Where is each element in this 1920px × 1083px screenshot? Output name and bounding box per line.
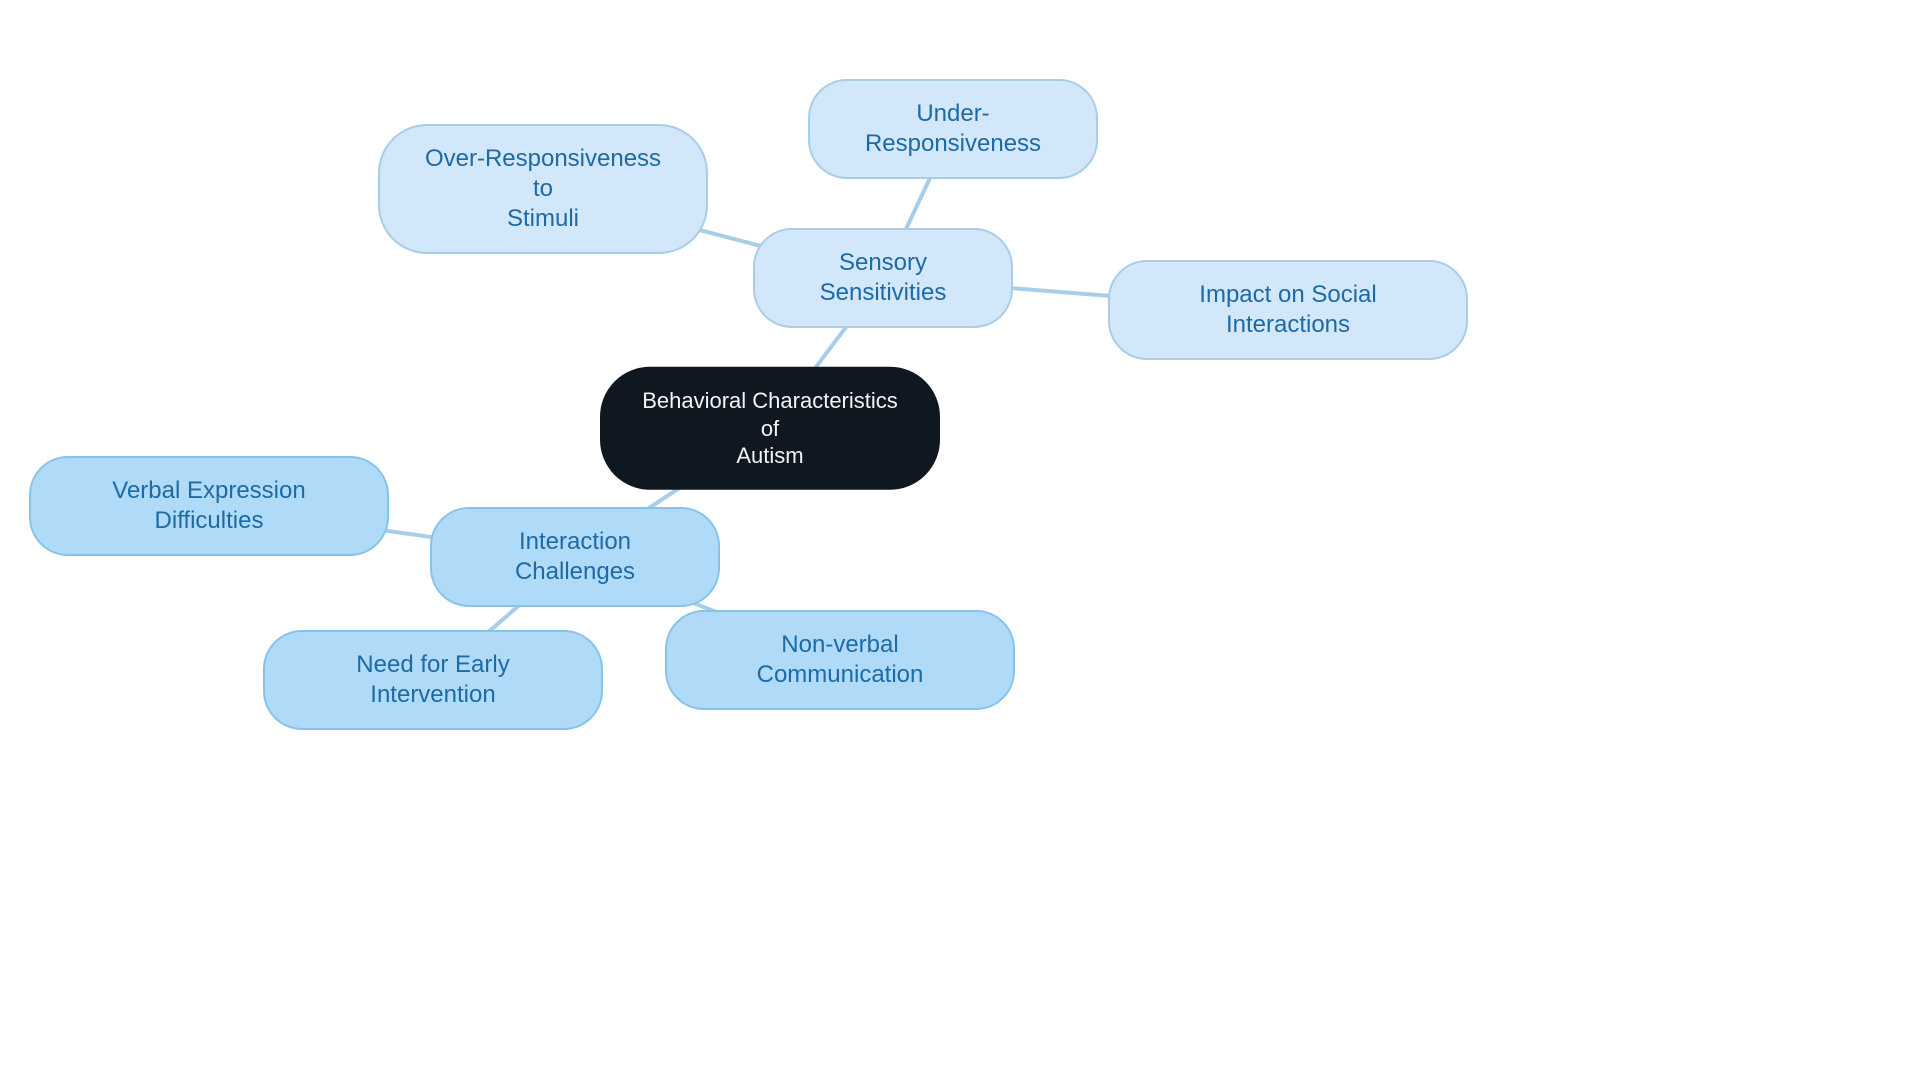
node-label: Impact on Social Interactions: [1144, 280, 1432, 340]
node-nonverbal: Non-verbal Communication: [665, 610, 1015, 710]
node-impact: Impact on Social Interactions: [1108, 260, 1468, 360]
node-under: Under-Responsiveness: [808, 79, 1098, 179]
node-root: Behavioral Characteristics of Autism: [600, 367, 940, 490]
node-label: Non-verbal Communication: [701, 630, 979, 690]
node-label: Interaction Challenges: [466, 527, 684, 587]
node-sensory: Sensory Sensitivities: [753, 228, 1013, 328]
node-early: Need for Early Intervention: [263, 630, 603, 730]
node-label: Behavioral Characteristics of Autism: [636, 387, 904, 470]
edge: [1009, 288, 1119, 297]
diagram-canvas: Behavioral Characteristics of Autism Sens…: [0, 0, 1920, 1083]
node-label: Sensory Sensitivities: [789, 248, 977, 308]
node-verbal: Verbal Expression Difficulties: [29, 456, 389, 556]
node-label: Under-Responsiveness: [844, 99, 1062, 159]
node-label: Over-Responsiveness to Stimuli: [414, 144, 672, 234]
node-label: Verbal Expression Difficulties: [65, 476, 353, 536]
node-label: Need for Early Intervention: [299, 650, 567, 710]
node-interaction: Interaction Challenges: [430, 507, 720, 607]
node-over: Over-Responsiveness to Stimuli: [378, 124, 708, 254]
